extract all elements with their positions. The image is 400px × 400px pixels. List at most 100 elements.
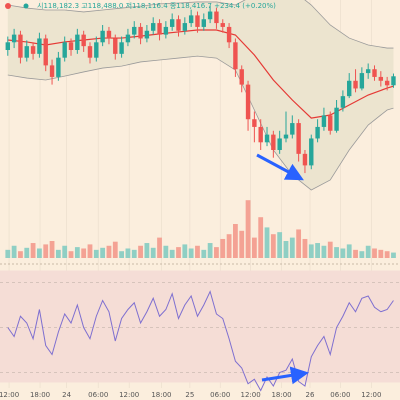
- rsi-line: [7, 290, 394, 392]
- volume-bar: [226, 234, 232, 258]
- candle-body: [68, 42, 74, 50]
- status-icon: [5, 3, 11, 9]
- annotation-arrow: [261, 366, 309, 385]
- volume-bar: [163, 245, 169, 258]
- candle-body: [37, 38, 42, 54]
- candle-body: [113, 38, 118, 54]
- candle-body: [264, 134, 270, 143]
- volume-bar: [239, 230, 245, 258]
- candle-body: [347, 80, 352, 97]
- volume-bar: [340, 248, 346, 258]
- volume-bar: [68, 251, 74, 258]
- volume-bars: [5, 200, 396, 258]
- volume-bar: [37, 248, 42, 258]
- volume-bar: [81, 248, 87, 258]
- candle-body: [169, 19, 175, 27]
- volume-bar: [87, 244, 93, 258]
- volume-bar: [378, 249, 384, 258]
- volume-bar: [308, 244, 314, 258]
- volume-bar: [100, 247, 106, 258]
- rsi-band: [0, 270, 400, 383]
- volume-bar: [289, 237, 295, 258]
- x-tick-label: 24: [62, 391, 71, 399]
- candle-body: [163, 26, 169, 35]
- volume-bar: [150, 247, 156, 258]
- volume-bar: [384, 251, 390, 258]
- volume-bar: [233, 224, 238, 258]
- candle-body: [353, 80, 358, 89]
- x-axis: 12:00 18:00 24 06:00 12:00 18:00 25 06:00 12:00 1…: [0, 391, 381, 399]
- candle-body: [296, 123, 301, 154]
- candle-body: [290, 123, 295, 135]
- volume-bar: [131, 249, 137, 258]
- candle-body: [315, 126, 320, 139]
- candle-body: [144, 30, 150, 39]
- volume-bar: [302, 238, 308, 258]
- volume-bar: [258, 217, 264, 258]
- candle-body: [138, 26, 143, 39]
- candle-body: [151, 23, 156, 31]
- volume-bar: [283, 241, 289, 258]
- upper-band: [7, 0, 394, 49]
- volume-bar: [49, 241, 55, 258]
- annotation-arrow: [256, 153, 304, 181]
- candle-body: [258, 126, 263, 143]
- volume-bar: [119, 251, 124, 258]
- status-icon: [23, 3, 29, 9]
- candle-body: [176, 19, 181, 31]
- candle-body: [157, 23, 162, 35]
- candle-body: [226, 26, 232, 43]
- candle-body: [214, 11, 219, 24]
- volume-bar: [62, 245, 68, 258]
- volume-bar: [391, 252, 396, 258]
- x-tick-label: 06:00: [88, 391, 108, 399]
- candle-body: [372, 69, 377, 77]
- middle-band: [7, 29, 394, 119]
- candle-body: [283, 134, 289, 139]
- volume-bar: [24, 247, 30, 258]
- x-tick-label: 18:00: [271, 391, 291, 399]
- x-tick-label: 26: [306, 391, 315, 399]
- x-tick-label: 18:00: [30, 391, 50, 399]
- volume-bar: [207, 243, 213, 258]
- x-tick-label: 06:00: [210, 391, 230, 399]
- candle-body: [220, 23, 225, 27]
- volume-bar: [195, 245, 200, 258]
- candle-body: [384, 80, 390, 86]
- volume-bar: [106, 245, 112, 258]
- candle-body: [62, 42, 67, 58]
- volume-bar: [327, 241, 333, 258]
- candle-body: [201, 19, 206, 27]
- volume-bar: [353, 249, 358, 258]
- candle-body: [365, 69, 371, 74]
- volume-bar: [5, 249, 11, 258]
- candle-body: [188, 15, 194, 24]
- candle-body: [18, 34, 23, 58]
- volume-bar: [277, 232, 283, 258]
- volume-bar: [214, 247, 219, 258]
- volume-bar: [220, 238, 226, 258]
- candle-body: [239, 69, 244, 85]
- x-tick-label: 12:00: [0, 391, 19, 399]
- candle-body: [43, 38, 48, 66]
- candle-body: [378, 76, 384, 81]
- candle-body: [334, 107, 339, 131]
- volume-bar: [112, 241, 118, 258]
- candle-body: [195, 15, 200, 27]
- candle-body: [340, 96, 346, 108]
- candle-body: [125, 34, 131, 43]
- candle-body: [252, 119, 257, 127]
- volume-bar: [359, 251, 365, 258]
- candle-body: [391, 76, 396, 86]
- ohlc-label: 시118,182.3 고118,488.0 저118,116.4 종118,41…: [37, 1, 276, 10]
- candle-body: [30, 46, 36, 54]
- volume-bar: [321, 245, 327, 258]
- x-tick-label: 12:00: [119, 391, 139, 399]
- volume-bar: [188, 248, 194, 258]
- volume-bar: [93, 249, 99, 258]
- x-tick-label: 12:00: [361, 391, 381, 399]
- volume-bar: [43, 244, 49, 258]
- volume-bar: [245, 200, 251, 258]
- candle-body: [56, 57, 61, 77]
